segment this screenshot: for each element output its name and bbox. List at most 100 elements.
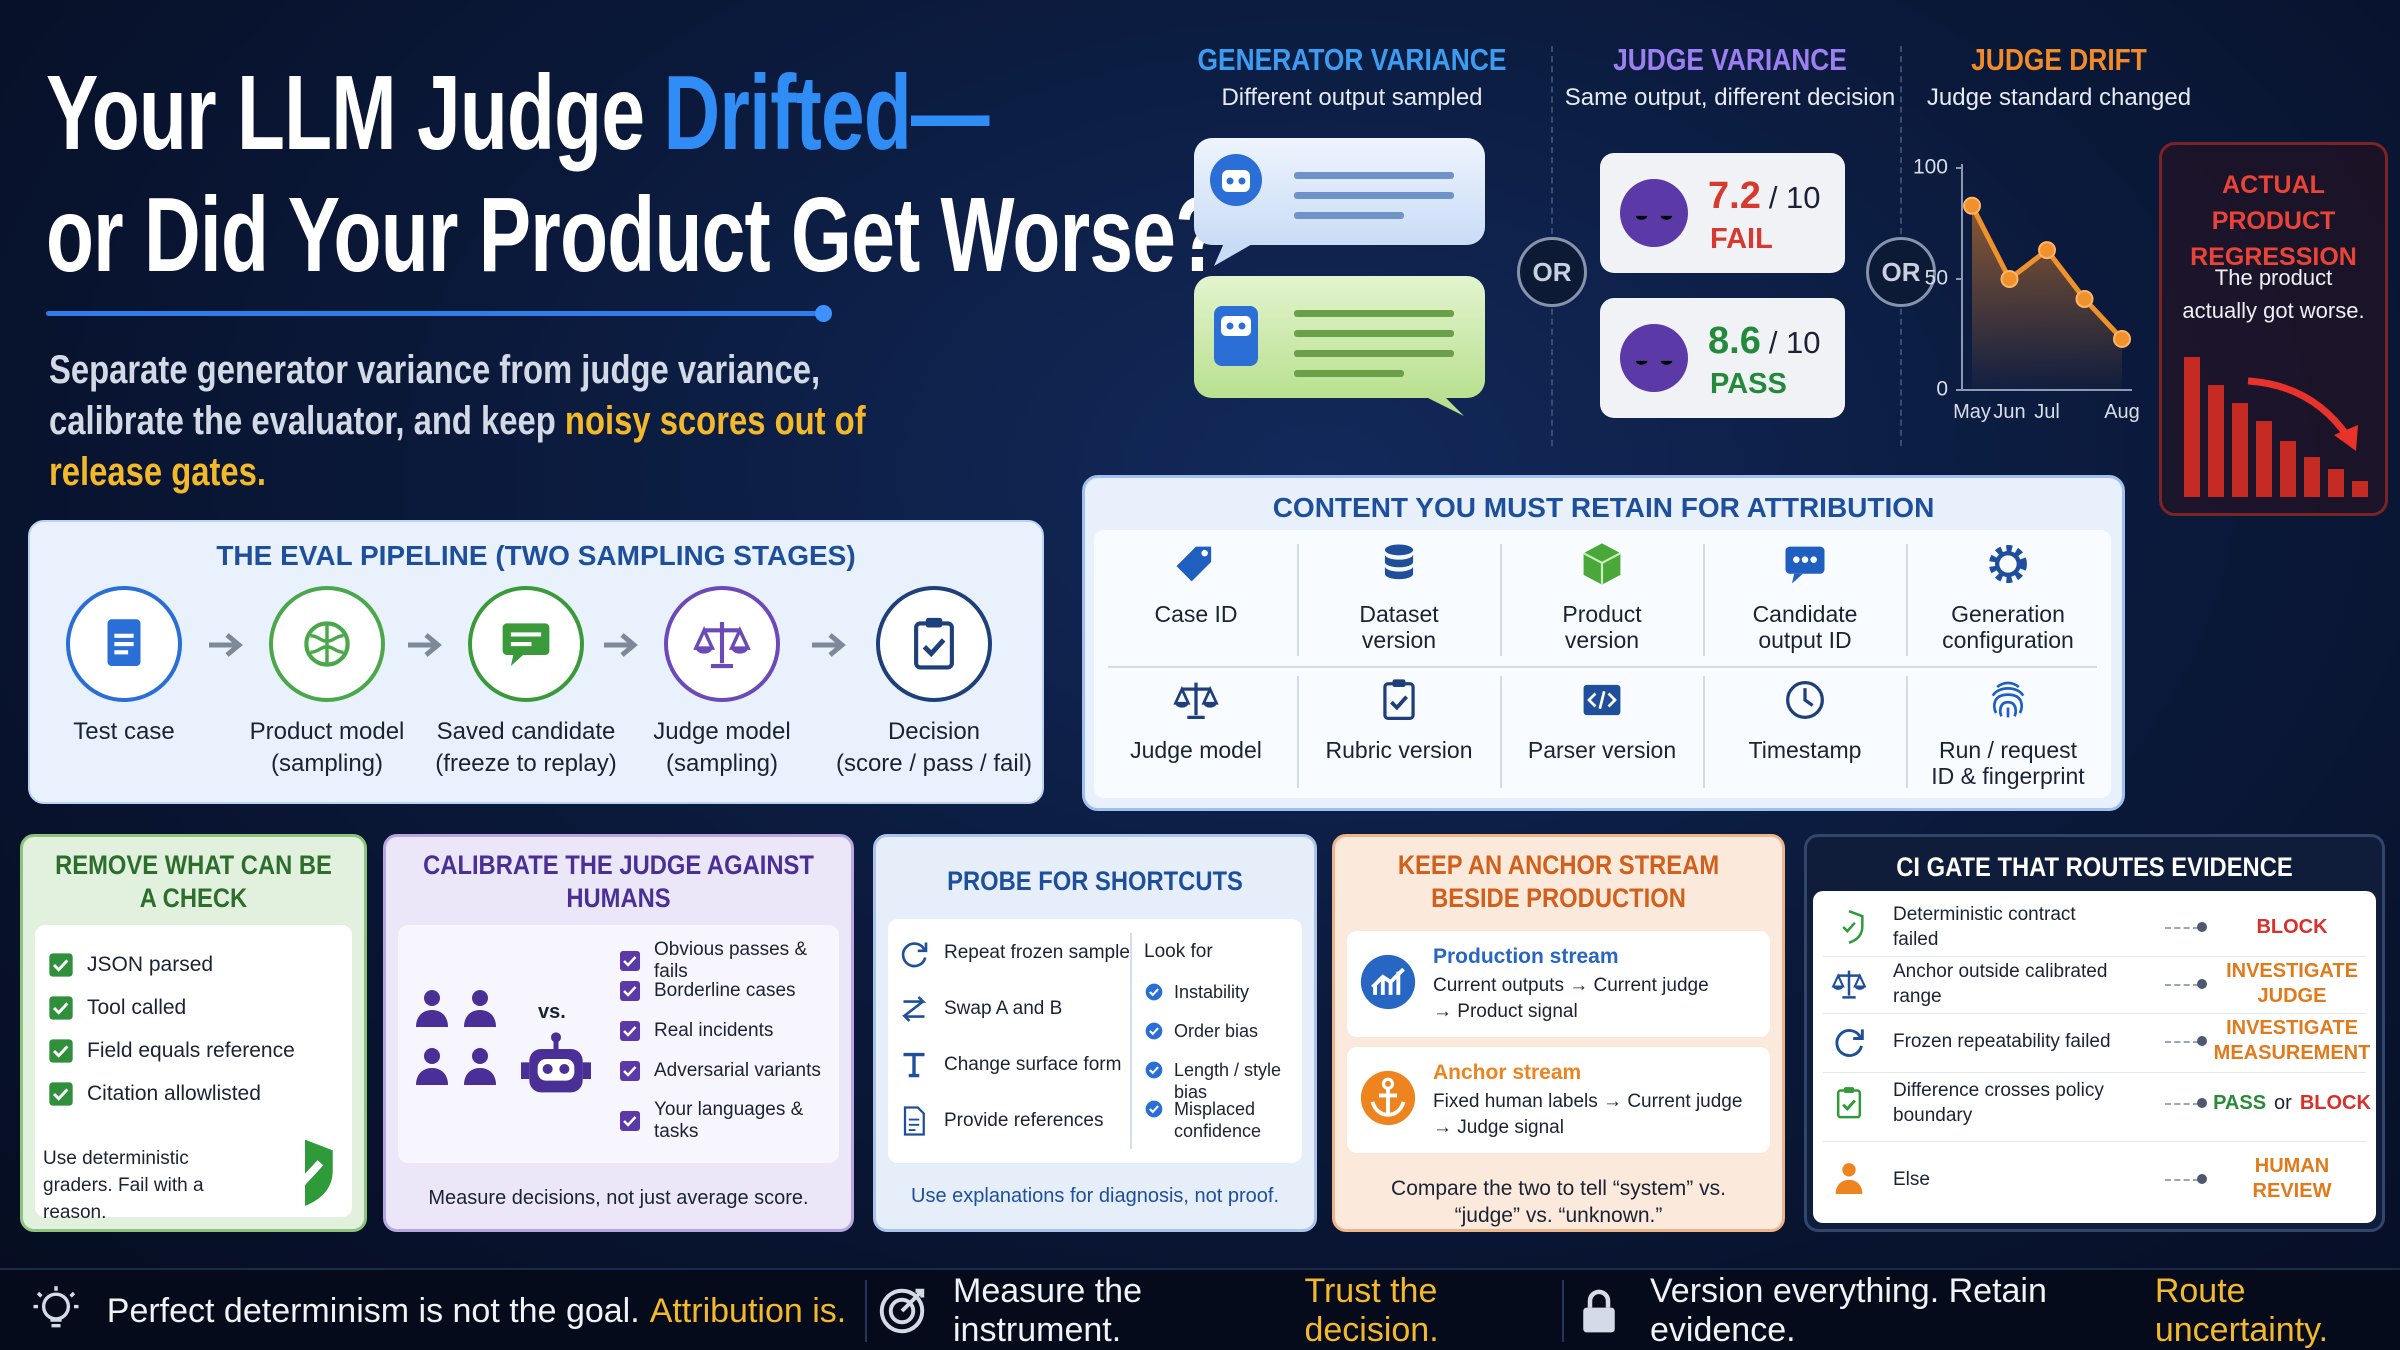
icon-part: [604, 633, 638, 657]
icon-part: [1642, 343, 1667, 374]
icon-part: [52, 1088, 69, 1101]
footer-icon: [1572, 1284, 1626, 1338]
icon-part: [304, 621, 350, 667]
condition: Anchor outside calibrated range: [1893, 961, 2108, 1007]
retain-icon: [1297, 674, 1501, 731]
title-line: Your LLM Judge Drifted—: [46, 60, 989, 166]
footer-item: Measure the instrument. Trust the decisio…: [865, 1270, 1562, 1350]
anchor-card: KEEP AN ANCHOR STREAM BESIDE PRODUCTION P…: [1332, 834, 1785, 1232]
icon-part: [1838, 970, 1860, 999]
outcome-part: BLOCK: [2299, 1091, 2371, 1114]
icon-part: [2184, 357, 2200, 497]
connector-dot: [2197, 1036, 2207, 1046]
outcome: BLOCK: [2256, 915, 2328, 938]
check-label: Tool called: [87, 996, 187, 1019]
outcome: HUMAN REVIEW: [2252, 1155, 2332, 1202]
retain-item: Generation configuration: [1906, 538, 2110, 676]
icon-part: [416, 1048, 448, 1085]
check-icon: [47, 951, 75, 979]
retain-title: CONTENT YOU MUST RETAIN FOR ATTRIBUTION: [1272, 492, 1935, 523]
tick-icon: [1144, 982, 1164, 1002]
look-for-item: Order bias: [1144, 1020, 1312, 1042]
retain-label: Parser version: [1527, 737, 1677, 763]
stream-icon: [1357, 951, 1419, 1018]
y-tick-label: 100: [1913, 156, 1948, 179]
drift-point: [2038, 241, 2056, 260]
check-item: Tool called: [47, 994, 186, 1022]
title-underline: [46, 311, 826, 316]
icon-part: [502, 623, 550, 666]
look-for-label: Order bias: [1174, 1021, 1259, 1041]
row-icon: [1829, 1159, 1869, 1204]
connector: [2165, 984, 2199, 986]
drift-point: [1963, 196, 1981, 215]
score-max: / 10: [1768, 325, 1821, 360]
icon-part: [1842, 1163, 1856, 1177]
verdict: FAIL: [1710, 223, 1773, 255]
connector-dot: [2197, 922, 2207, 932]
retain-icon: [1297, 538, 1501, 595]
panel-subtitle: Same output, different decision: [1564, 84, 1896, 111]
retain-item: Judge model: [1094, 674, 1298, 812]
column-divider: [1130, 933, 1132, 1149]
score-icon: [1620, 179, 1688, 247]
icon-part: [288, 1160, 324, 1189]
row-icon: [1829, 1021, 1869, 1066]
retain-panel: CONTENT YOU MUST RETAIN FOR ATTRIBUTION …: [1082, 475, 2125, 811]
icon-part: [1995, 551, 2021, 577]
icon-part: [464, 1048, 496, 1085]
step-note: (score / pass / fail): [835, 750, 1033, 777]
icon-part: [41, 1292, 70, 1321]
icon-part: [903, 1106, 925, 1136]
card-footer: Use deterministic graders. Fail with a r…: [43, 1148, 204, 1223]
icon-part: [49, 1082, 73, 1106]
footer-item: Version everything. Retain evidence. Rout…: [1562, 1270, 2400, 1350]
icon-part: [1145, 1061, 1163, 1079]
retain-icon: [1906, 674, 2110, 731]
step-icon: [66, 586, 182, 702]
icon-part: [1835, 1179, 1863, 1194]
icon-part: [33, 1286, 79, 1328]
icon-part: [1381, 1077, 1395, 1090]
icon-part: [1145, 1100, 1163, 1118]
icon-part: [1222, 170, 1250, 192]
check-icon: [47, 1037, 75, 1065]
icon-part: [1786, 681, 1824, 719]
retain-label: Case ID: [1154, 601, 1238, 627]
icon-part: [1636, 203, 1672, 215]
stream-line: Fixed human labels → Current judge: [1433, 1091, 1743, 1112]
icon-part: [1145, 983, 1163, 1001]
icon-part: [1848, 909, 1864, 945]
look-for-label: Instability: [1174, 982, 1250, 1002]
icon-part: [33, 1286, 79, 1328]
icon-part: [620, 981, 640, 1001]
score-icon: [1620, 324, 1688, 392]
icon-part: [623, 1116, 637, 1127]
icon-part: [305, 1139, 333, 1206]
action-icon: [896, 1047, 932, 1083]
icon-part: [2352, 481, 2368, 497]
row-icon: [1829, 907, 1869, 952]
regression-text: The product actually got worse.: [2182, 265, 2365, 323]
icon-part: [1149, 1066, 1159, 1075]
score-value: 7.2: [1708, 175, 1761, 217]
pipeline-step: Test case: [14, 586, 234, 748]
connector: [2165, 927, 2199, 929]
icon-part: [1214, 243, 1254, 266]
score-box: 7.2/ 10 FAIL: [1600, 153, 1845, 273]
icon-part: [1642, 198, 1667, 229]
icon-part: [49, 953, 73, 977]
look-for-label: Length / style bias: [1174, 1060, 1282, 1102]
row-divider: [1823, 1072, 2366, 1073]
icon-part: [1383, 679, 1415, 721]
calibrate-label: Obvious passes & fails: [654, 939, 808, 982]
icon-part: [52, 1002, 69, 1015]
icon-part: [623, 1066, 637, 1077]
icon-part: [1583, 1289, 1615, 1333]
retain-item: Parser version: [1500, 674, 1704, 812]
icon-part: [620, 1061, 640, 1081]
icon-part: [416, 1010, 448, 1027]
check-icon: [618, 1019, 642, 1043]
connector: [2165, 1041, 2199, 1043]
